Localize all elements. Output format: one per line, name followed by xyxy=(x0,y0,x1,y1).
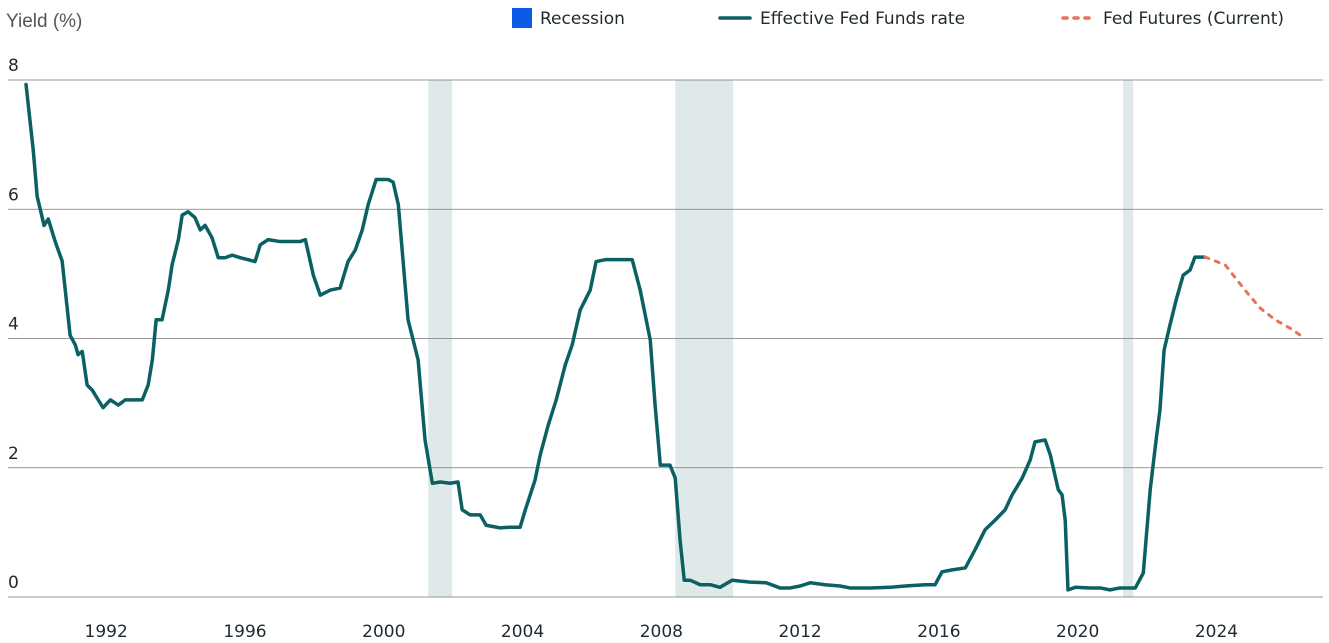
x-tick-label: 2020 xyxy=(1056,622,1099,642)
legend-label: Recession xyxy=(540,9,625,29)
x-tick-label: 2024 xyxy=(1195,622,1238,642)
y-tick-label: 4 xyxy=(8,315,19,335)
x-tick-label: 2008 xyxy=(640,622,683,642)
y-axis-label: Yield (%) xyxy=(6,11,82,32)
y-tick-label: 8 xyxy=(8,56,19,76)
legend-label: Fed Futures (Current) xyxy=(1103,9,1284,29)
y-tick-label: 6 xyxy=(8,185,19,205)
x-tick-label: 2000 xyxy=(362,622,405,642)
x-tick-label: 1992 xyxy=(85,622,128,642)
x-tick-label: 2016 xyxy=(917,622,960,642)
x-tick-label: 1996 xyxy=(223,622,266,642)
legend-label: Effective Fed Funds rate xyxy=(760,9,965,29)
series-line xyxy=(1203,255,1305,339)
x-tick-label: 2012 xyxy=(778,622,821,642)
y-tick-label: 0 xyxy=(8,573,19,593)
y-tick-label: 2 xyxy=(8,444,19,464)
legend-swatch xyxy=(512,8,532,28)
series-line xyxy=(24,82,1207,592)
x-tick-label: 2004 xyxy=(501,622,544,642)
